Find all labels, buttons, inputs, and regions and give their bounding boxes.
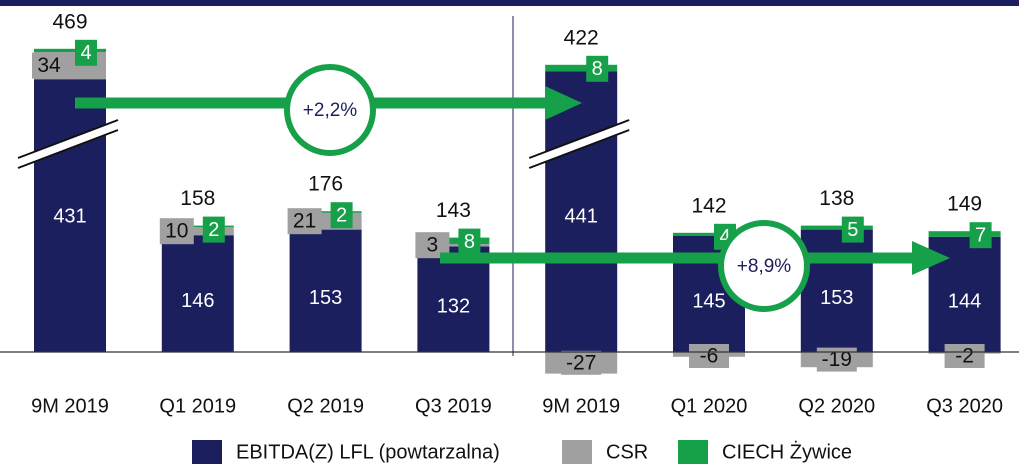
- x-tick-label: Q2 2019: [287, 395, 364, 417]
- label-box: [586, 55, 609, 82]
- bar-segment: [289, 229, 362, 352]
- data-label: 10: [165, 220, 188, 243]
- bar-segment: [545, 64, 618, 72]
- data-label: 3: [427, 234, 439, 257]
- label-box: [202, 216, 225, 243]
- axis-break: [528, 119, 630, 159]
- x-tick-label: Q2 2020: [798, 395, 875, 417]
- total-label: 158: [180, 187, 215, 210]
- data-label: 4: [80, 42, 91, 64]
- data-label: 7: [975, 224, 986, 246]
- arrow-head: [545, 86, 582, 120]
- x-tick-label: Q1 2020: [671, 395, 748, 417]
- label-box: [32, 52, 66, 79]
- label-box: [689, 344, 729, 368]
- label-box: [561, 350, 602, 375]
- bar-segment: [673, 232, 745, 236]
- x-tick-label: Q3 2019: [415, 395, 492, 417]
- arrow-head: [912, 241, 950, 275]
- data-label: 21: [293, 210, 316, 233]
- axis-break: [17, 119, 119, 159]
- legend-swatch: [192, 440, 222, 464]
- data-label: 2: [208, 219, 219, 241]
- legend-label: EBITDA(Z) LFL (powtarzalna): [236, 441, 500, 463]
- data-label: -27: [566, 351, 596, 374]
- legend: EBITDA(Z) LFL (powtarzalna) CSR CIECH Żywi…: [192, 440, 852, 464]
- bar-segment: [161, 225, 234, 228]
- legend-label: CSR: [606, 441, 648, 463]
- data-label: 34: [37, 54, 61, 77]
- label-box: [944, 344, 985, 368]
- data-label: -2: [955, 345, 974, 368]
- total-label: 143: [436, 199, 471, 222]
- data-label: -6: [700, 345, 719, 368]
- bar-segment: [800, 225, 873, 230]
- data-label: 153: [820, 287, 853, 309]
- data-label: 441: [565, 205, 598, 227]
- axis-break: [17, 129, 119, 169]
- data-label: 431: [53, 205, 86, 227]
- data-label: 4: [719, 226, 730, 248]
- data-label: 5: [847, 219, 858, 241]
- axis-break: [529, 120, 630, 168]
- data-label: -19: [822, 348, 852, 371]
- label-box: [330, 202, 353, 229]
- total-label: 422: [564, 26, 599, 49]
- bar-segment: [928, 231, 1001, 237]
- bar-segment: [34, 79, 106, 352]
- data-label: 144: [948, 291, 981, 313]
- x-tick-label: Q3 2020: [926, 395, 1003, 417]
- annotation-circle: [284, 64, 376, 156]
- bar-segment: [34, 48, 106, 52]
- bar-segment: [545, 71, 618, 352]
- annotation: +8,9%: [737, 256, 792, 277]
- bar-segment: [161, 227, 234, 236]
- legend-swatch: [678, 440, 708, 464]
- label-box: [75, 39, 97, 66]
- x-tick-label: 9M 2019: [31, 395, 109, 417]
- total-label: 142: [691, 194, 726, 217]
- bar-segment: [417, 246, 490, 352]
- label-box: [841, 216, 864, 243]
- total-label: 176: [308, 173, 343, 196]
- top-stripe: [0, 0, 1019, 6]
- x-tick-label: Q1 2019: [159, 395, 236, 417]
- annotation-circle: [718, 220, 810, 312]
- bar-segment: [800, 229, 873, 352]
- label-box: [969, 222, 992, 249]
- bar-segment: [289, 211, 362, 213]
- data-label: 2: [336, 204, 347, 226]
- growth-arrow: +2,2%: [75, 64, 582, 156]
- data-label: 8: [592, 58, 603, 80]
- data-label: 153: [309, 287, 342, 309]
- axis-break: [18, 120, 118, 168]
- label-box: [458, 228, 481, 255]
- total-label: 149: [947, 193, 982, 216]
- legend-swatch: [562, 440, 592, 464]
- growth-arrow: +8,9%: [440, 220, 950, 312]
- label-box: [287, 208, 322, 235]
- data-label: 146: [181, 290, 214, 312]
- data-label: 8: [464, 231, 475, 253]
- axis-break: [528, 129, 630, 169]
- x-tick-label: 9M 2019: [542, 395, 620, 417]
- annotation: +2,2%: [303, 100, 358, 121]
- bar-segment: [417, 244, 490, 247]
- legend-label: CIECH Żywice: [722, 440, 852, 463]
- data-label: 145: [692, 290, 725, 312]
- total-label: 138: [819, 187, 854, 210]
- data-label: 132: [437, 295, 470, 317]
- total-label: 469: [52, 10, 87, 33]
- bar-segment: [161, 235, 234, 352]
- label-box: [159, 218, 194, 245]
- bar-segment: [417, 237, 490, 244]
